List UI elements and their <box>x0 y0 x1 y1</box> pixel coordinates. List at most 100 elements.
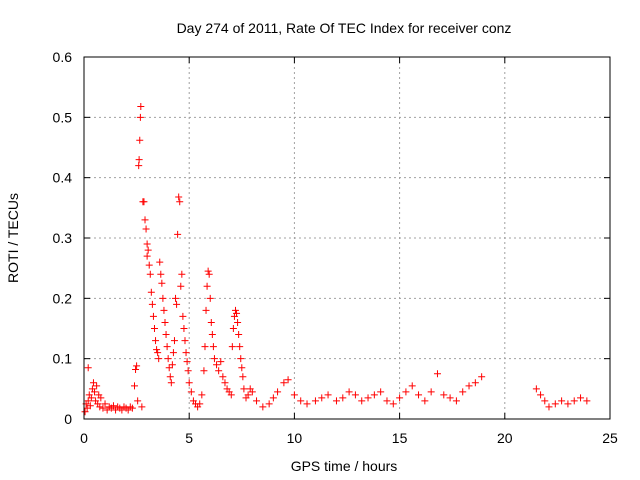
data-point <box>182 349 190 357</box>
data-point <box>208 331 216 339</box>
data-point <box>421 397 429 405</box>
data-point <box>237 355 245 363</box>
x-tick-label: 15 <box>392 430 408 446</box>
data-point <box>248 388 256 396</box>
data-point <box>235 331 243 339</box>
data-point <box>332 397 340 405</box>
data-point <box>265 400 273 408</box>
data-point <box>221 379 229 387</box>
data-point <box>96 403 104 411</box>
data-point <box>166 373 174 381</box>
data-point <box>213 361 221 369</box>
axis-ticks: 0 5 10 15 20 25 0 0.1 0.2 0.3 0.4 0.5 0.6 <box>53 49 618 446</box>
data-point <box>204 267 212 275</box>
data-point <box>157 270 165 278</box>
data-point <box>253 397 261 405</box>
data-point <box>440 391 448 399</box>
data-point <box>269 394 277 402</box>
data-point <box>187 388 195 396</box>
data-point <box>91 388 99 396</box>
data-point <box>172 294 180 302</box>
data-point <box>154 349 162 357</box>
data-point <box>160 306 168 314</box>
data-point <box>370 391 378 399</box>
data-point <box>158 279 166 287</box>
data-point <box>207 318 215 326</box>
data-point <box>577 394 585 402</box>
data-point <box>99 404 107 412</box>
data-point <box>297 397 305 405</box>
data-point <box>452 397 460 405</box>
data-point <box>141 216 149 224</box>
data-point <box>389 400 397 408</box>
data-point <box>153 346 161 354</box>
data-point <box>183 358 191 366</box>
data-point <box>532 385 540 393</box>
data-point <box>433 370 441 378</box>
data-point <box>165 364 173 372</box>
data-point <box>164 355 172 363</box>
data-point <box>159 294 167 302</box>
data-point <box>203 282 211 290</box>
data-point <box>132 366 140 374</box>
data-point <box>163 343 171 351</box>
chart-title: Day 274 of 2011, Rate Of TEC Index for r… <box>177 20 512 36</box>
y-tick-label: 0.4 <box>53 170 73 186</box>
data-point <box>167 379 175 387</box>
data-point <box>86 402 94 410</box>
data-point <box>564 400 572 408</box>
data-point <box>324 391 332 399</box>
data-point <box>233 309 241 317</box>
data-point <box>128 404 136 412</box>
data-point <box>84 397 92 405</box>
grid-lines <box>84 57 610 419</box>
data-point <box>274 388 282 396</box>
data-point <box>545 403 553 411</box>
data-point <box>144 246 152 254</box>
data-point <box>87 394 95 402</box>
data-point <box>259 403 267 411</box>
data-point <box>558 397 566 405</box>
data-point <box>205 270 213 278</box>
data-point <box>148 300 156 308</box>
data-point <box>402 388 410 396</box>
data-point <box>478 373 486 381</box>
data-point <box>135 156 143 164</box>
data-point <box>201 343 209 351</box>
data-point <box>135 162 143 170</box>
data-point <box>551 400 559 408</box>
data-point <box>228 343 236 351</box>
data-point <box>93 382 101 390</box>
data-point <box>200 367 208 375</box>
data-point <box>231 306 239 314</box>
data-point <box>146 270 154 278</box>
data-point <box>364 394 372 402</box>
y-tick-label: 0.5 <box>53 109 73 125</box>
data-point <box>137 102 145 110</box>
y-tick-label: 0.1 <box>53 351 73 367</box>
data-point <box>143 252 151 260</box>
data-point <box>184 367 192 375</box>
data-point <box>408 382 416 390</box>
data-point <box>339 394 347 402</box>
data-point <box>149 312 157 320</box>
data-point <box>156 258 164 266</box>
x-tick-label: 10 <box>287 430 303 446</box>
data-point <box>176 198 184 206</box>
data-point <box>178 270 186 278</box>
data-point <box>145 261 153 269</box>
data-point <box>196 400 204 408</box>
data-point <box>446 394 454 402</box>
data-point <box>210 355 218 363</box>
data-point <box>217 358 225 366</box>
data-point <box>138 403 146 411</box>
data-point <box>541 397 549 405</box>
data-point <box>465 382 473 390</box>
data-point <box>147 288 155 296</box>
data-point <box>155 355 163 363</box>
y-tick-label: 0.2 <box>53 290 73 306</box>
data-point <box>198 391 206 399</box>
y-tick-label: 0.3 <box>53 230 73 246</box>
data-point <box>81 408 89 416</box>
data-point <box>238 364 246 372</box>
